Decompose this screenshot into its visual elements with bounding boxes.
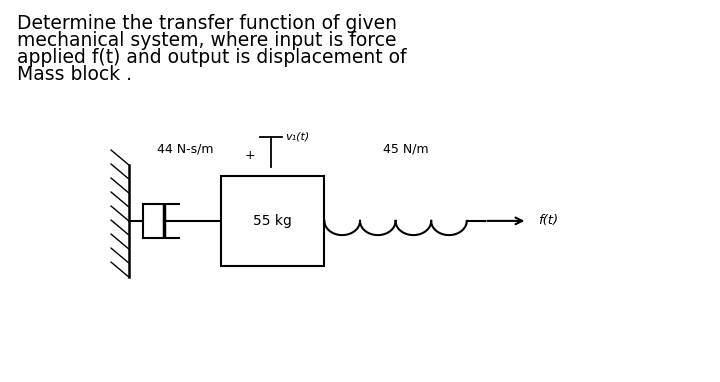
Text: 45 N/m: 45 N/m	[384, 142, 429, 155]
Text: f(t): f(t)	[538, 214, 558, 227]
Text: 55 kg: 55 kg	[253, 214, 292, 228]
Text: +: +	[244, 149, 255, 162]
Bar	[221, 176, 325, 266]
Text: 44 N-s/m: 44 N-s/m	[158, 142, 214, 155]
Text: Determine the transfer function of given: Determine the transfer function of given	[17, 13, 397, 32]
Text: applied f(t) and output is displacement of: applied f(t) and output is displacement …	[17, 48, 407, 67]
Text: mechanical system, where input is force: mechanical system, where input is force	[17, 31, 397, 50]
Text: v₁(t): v₁(t)	[285, 132, 310, 142]
Text: Mass block .: Mass block .	[17, 65, 132, 84]
